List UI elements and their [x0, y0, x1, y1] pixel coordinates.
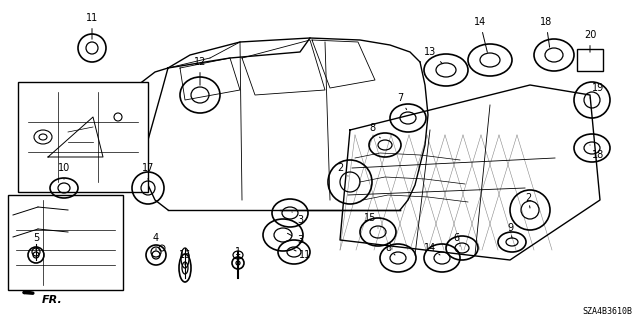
FancyBboxPatch shape — [577, 49, 603, 71]
Text: 8: 8 — [369, 123, 380, 138]
Text: 15: 15 — [364, 213, 378, 228]
Bar — [18, 82, 148, 192]
Text: 3: 3 — [292, 212, 303, 225]
Text: 13: 13 — [424, 47, 442, 63]
Text: 8: 8 — [385, 243, 395, 255]
Text: 4: 4 — [153, 233, 159, 250]
Text: 14: 14 — [474, 17, 487, 52]
Text: 20: 20 — [584, 30, 596, 52]
Text: 7: 7 — [397, 93, 406, 110]
Text: 2: 2 — [525, 193, 531, 208]
Text: 12: 12 — [194, 57, 206, 85]
Text: 17: 17 — [142, 163, 154, 179]
Text: 6: 6 — [453, 233, 460, 246]
Text: SZA4B3610B: SZA4B3610B — [582, 308, 632, 316]
Text: FR.: FR. — [42, 295, 62, 305]
Text: 14: 14 — [424, 243, 440, 255]
Text: 18: 18 — [540, 17, 552, 47]
Text: 1: 1 — [235, 247, 241, 260]
Text: 3: 3 — [287, 233, 303, 245]
Text: 16: 16 — [179, 250, 191, 265]
Text: 2: 2 — [337, 163, 348, 176]
Text: 11: 11 — [86, 13, 98, 39]
Text: 18: 18 — [590, 145, 604, 160]
Text: 5: 5 — [33, 233, 39, 250]
Text: 11: 11 — [294, 250, 311, 260]
Text: 9: 9 — [507, 223, 513, 238]
Text: 19: 19 — [590, 83, 604, 98]
Text: 10: 10 — [58, 163, 70, 179]
Bar — [8, 195, 123, 290]
